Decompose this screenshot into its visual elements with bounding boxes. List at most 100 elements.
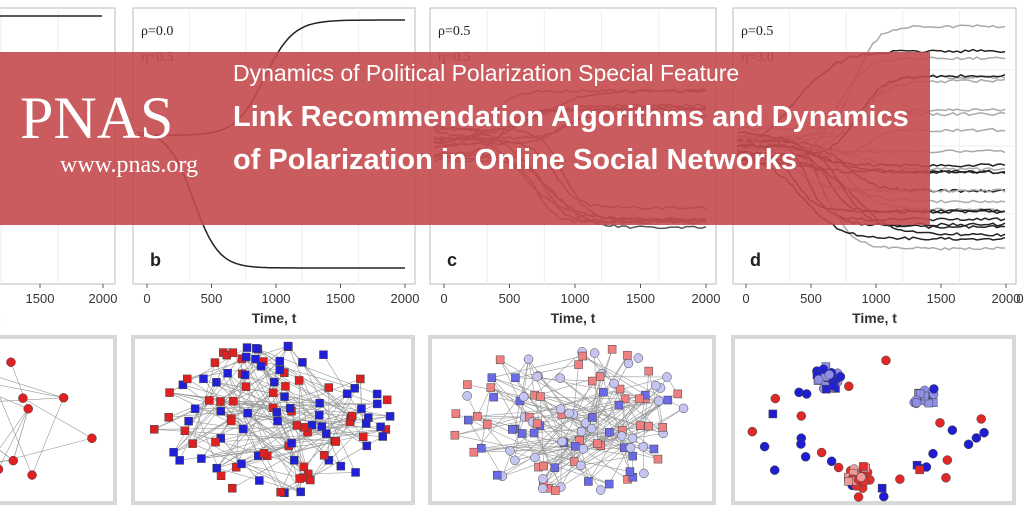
network-edge	[514, 427, 663, 461]
network-edge	[534, 351, 583, 396]
network-edge	[502, 422, 587, 477]
network-node	[169, 447, 178, 457]
network-node	[469, 447, 479, 457]
network-node	[216, 406, 226, 416]
network-node	[828, 381, 839, 391]
network-node	[625, 443, 636, 453]
network-node	[532, 419, 542, 428]
network-edge	[534, 404, 620, 434]
network-node	[292, 421, 302, 430]
network-node	[551, 486, 560, 495]
network-edge	[597, 388, 621, 444]
network-node	[589, 348, 600, 358]
network-node	[523, 354, 534, 365]
network-node	[450, 430, 460, 440]
network-edge	[536, 376, 631, 449]
network-edge	[154, 386, 247, 430]
network-edge	[490, 387, 628, 480]
x-axis-label: Time, t	[252, 310, 297, 326]
network-node	[252, 344, 261, 353]
network-node	[178, 380, 188, 390]
x-tick-label: 500	[800, 291, 822, 306]
network-node	[295, 474, 304, 483]
x-tick-label: 0	[143, 291, 150, 306]
network-node	[963, 439, 974, 450]
network-edge	[288, 346, 342, 467]
network-node	[190, 404, 200, 414]
network-node	[315, 398, 324, 408]
site-url: www.pnas.org	[60, 152, 198, 178]
x-tick-label: 2000	[992, 291, 1021, 306]
network-node	[205, 396, 214, 405]
article-title: Link Recommendation Algorithms and Dynam…	[233, 101, 909, 176]
network-edge	[236, 441, 336, 468]
network-node	[251, 354, 260, 364]
network-node	[296, 487, 305, 497]
network-node	[578, 351, 587, 361]
network-edge	[220, 438, 260, 481]
network-edge	[303, 415, 353, 468]
panel-label: d	[750, 250, 761, 270]
network-node	[653, 454, 663, 464]
network-node	[6, 357, 16, 367]
network-node	[356, 374, 365, 384]
panel-label: c	[447, 250, 457, 270]
network-node	[331, 437, 341, 446]
network-node	[385, 412, 395, 421]
network-node	[324, 456, 334, 465]
network-node	[272, 407, 281, 417]
network-node	[240, 370, 250, 380]
network-edge	[473, 375, 539, 453]
network-node	[23, 404, 33, 414]
network-node	[342, 389, 352, 399]
network-edge	[216, 445, 289, 469]
network-edge	[220, 401, 391, 417]
network-node	[853, 492, 864, 502]
network-node	[935, 418, 945, 428]
network-node	[584, 477, 593, 486]
network-node	[801, 389, 812, 399]
network-node	[451, 409, 461, 418]
network-node	[351, 468, 360, 477]
x-axis-label: Time, t	[852, 310, 897, 326]
x-tick-label: 0	[1016, 291, 1023, 306]
network-node	[800, 452, 811, 462]
x-tick-label: 1000	[862, 291, 891, 306]
network-node	[317, 422, 327, 431]
network-edge	[216, 388, 355, 469]
network-node	[256, 361, 266, 371]
x-tick-label: 1500	[626, 291, 655, 306]
network-node	[796, 411, 807, 421]
network-node	[188, 439, 197, 448]
network-edge	[262, 361, 292, 444]
network-node	[587, 413, 597, 422]
network-node	[971, 433, 982, 443]
network-node	[530, 452, 540, 463]
network-node	[587, 376, 597, 386]
network-edge	[291, 421, 351, 444]
network-node	[604, 479, 614, 489]
network-edge	[310, 423, 367, 481]
network-node	[373, 399, 382, 409]
network-node	[275, 365, 284, 375]
network-edge	[548, 399, 669, 489]
network-edge	[476, 387, 492, 417]
network-node	[314, 410, 324, 420]
network-node	[464, 415, 473, 425]
network-node	[768, 409, 778, 419]
network-edge	[582, 355, 646, 396]
network-edge	[233, 400, 289, 447]
network-node	[769, 465, 780, 475]
network-node	[357, 404, 366, 413]
x-tick-label: 1000	[262, 291, 291, 306]
network-node	[941, 473, 951, 483]
network-node	[929, 384, 939, 394]
network-node	[199, 374, 208, 384]
network-node	[915, 465, 924, 475]
network-edge	[173, 352, 234, 453]
network-edge	[0, 397, 33, 476]
network-edge	[184, 430, 304, 468]
network-node	[294, 376, 304, 385]
x-tick-label: 0	[742, 291, 749, 306]
network-node	[243, 408, 252, 418]
